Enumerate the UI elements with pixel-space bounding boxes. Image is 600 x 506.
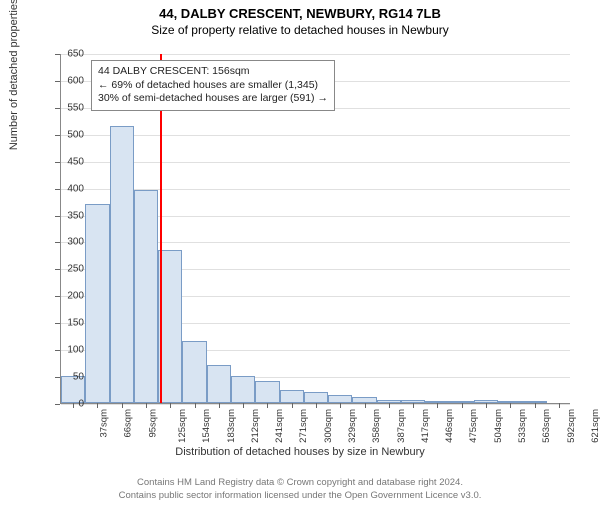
gridline <box>61 162 570 163</box>
histogram-bar <box>182 341 206 403</box>
x-tick-label: 358sqm <box>371 409 382 443</box>
x-tick-label: 563sqm <box>541 409 552 443</box>
x-tick-label: 329sqm <box>347 409 358 443</box>
x-tick <box>219 403 220 408</box>
x-tick <box>267 403 268 408</box>
page-subtitle: Size of property relative to detached ho… <box>0 23 600 37</box>
x-tick-label: 125sqm <box>177 409 188 443</box>
histogram-bar <box>85 204 109 403</box>
x-tick-label: 300sqm <box>323 409 334 443</box>
y-tick-label: 350 <box>54 210 84 221</box>
histogram-bar <box>280 390 304 403</box>
y-tick-label: 600 <box>54 75 84 86</box>
histogram-bar <box>304 392 328 403</box>
histogram-bar <box>328 395 352 403</box>
callout-line3: 30% of semi-detached houses are larger (… <box>98 92 328 106</box>
x-tick <box>243 403 244 408</box>
x-tick-label: 66sqm <box>123 409 134 438</box>
histogram-bar <box>255 381 279 403</box>
footer-line2: Contains public sector information licen… <box>0 490 600 502</box>
y-tick-label: 250 <box>54 264 84 275</box>
y-tick-label: 150 <box>54 318 84 329</box>
y-axis-label: Number of detached properties <box>8 0 20 150</box>
x-tick-label: 271sqm <box>298 409 309 443</box>
x-tick <box>316 403 317 408</box>
x-tick-label: 446sqm <box>444 409 455 443</box>
y-tick-label: 400 <box>54 183 84 194</box>
x-tick <box>195 403 196 408</box>
x-tick-label: 621sqm <box>590 409 600 443</box>
x-tick-label: 241sqm <box>274 409 285 443</box>
x-tick <box>170 403 171 408</box>
x-tick-label: 95sqm <box>147 409 158 438</box>
histogram-bar <box>207 365 231 403</box>
chart-container: 44, DALBY CRESCENT, NEWBURY, RG14 7LB Si… <box>0 6 600 506</box>
y-tick-label: 550 <box>54 102 84 113</box>
x-tick <box>122 403 123 408</box>
x-tick-label: 183sqm <box>225 409 236 443</box>
x-tick <box>146 403 147 408</box>
x-tick-label: 475sqm <box>468 409 479 443</box>
y-tick-label: 50 <box>54 372 84 383</box>
x-tick-label: 592sqm <box>565 409 576 443</box>
y-tick-label: 200 <box>54 291 84 302</box>
x-tick-label: 37sqm <box>99 409 110 438</box>
plot-area: 37sqm66sqm95sqm125sqm154sqm183sqm212sqm2… <box>60 54 570 404</box>
histogram-bar <box>231 376 255 403</box>
callout-line2: ← 69% of detached houses are smaller (1,… <box>98 79 328 93</box>
x-tick <box>535 403 536 408</box>
y-tick-label: 0 <box>54 399 84 410</box>
page-title: 44, DALBY CRESCENT, NEWBURY, RG14 7LB <box>0 6 600 21</box>
x-tick <box>292 403 293 408</box>
gridline <box>61 135 570 136</box>
y-tick-label: 500 <box>54 129 84 140</box>
y-tick-label: 300 <box>54 237 84 248</box>
x-tick <box>413 403 414 408</box>
x-tick <box>559 403 560 408</box>
y-tick-label: 650 <box>54 49 84 60</box>
callout-line1: 44 DALBY CRESCENT: 156sqm <box>98 65 328 79</box>
x-tick <box>97 403 98 408</box>
footer-line1: Contains HM Land Registry data © Crown c… <box>0 477 600 489</box>
x-tick-label: 387sqm <box>395 409 406 443</box>
x-tick <box>462 403 463 408</box>
x-tick-label: 212sqm <box>250 409 261 443</box>
histogram-bar <box>110 126 134 403</box>
x-tick <box>389 403 390 408</box>
gridline <box>61 54 570 55</box>
y-tick-label: 450 <box>54 156 84 167</box>
callout-box: 44 DALBY CRESCENT: 156sqm ← 69% of detac… <box>91 60 335 111</box>
x-tick-label: 154sqm <box>201 409 212 443</box>
x-tick-label: 504sqm <box>493 409 504 443</box>
x-tick-label: 533sqm <box>517 409 528 443</box>
histogram-bar <box>134 190 158 403</box>
x-tick <box>340 403 341 408</box>
footer: Contains HM Land Registry data © Crown c… <box>0 477 600 502</box>
x-tick <box>486 403 487 408</box>
x-tick <box>437 403 438 408</box>
x-axis-label: Distribution of detached houses by size … <box>0 446 600 458</box>
x-tick <box>365 403 366 408</box>
y-tick-label: 100 <box>54 345 84 356</box>
x-tick-label: 417sqm <box>420 409 431 443</box>
x-tick <box>510 403 511 408</box>
